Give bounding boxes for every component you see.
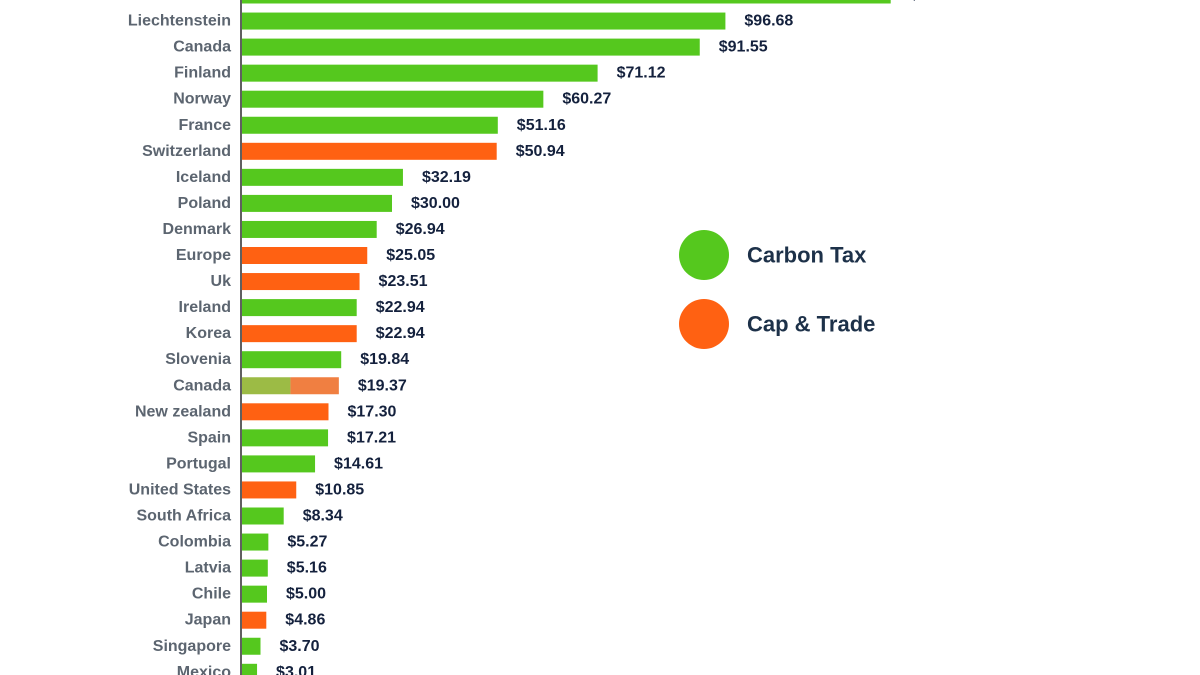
category-label: Uk [211, 273, 232, 290]
value-label: $17.21 [347, 429, 396, 446]
legend: Carbon Tax Cap & Trade [679, 230, 875, 349]
bar [242, 637, 261, 655]
legend-label: Cap & Trade [747, 312, 875, 337]
category-label: France [179, 117, 232, 134]
bar [242, 585, 267, 603]
category-label: Switzerland [142, 143, 231, 160]
category-label: Latvia [185, 560, 231, 577]
bar [242, 247, 368, 264]
value-label: $17.30 [348, 403, 397, 420]
bar [242, 481, 297, 499]
category-label: Canada [173, 377, 231, 394]
bar [242, 611, 267, 629]
bar [242, 90, 544, 108]
bar [242, 142, 497, 160]
value-label: $32.19 [422, 169, 471, 186]
category-label: Liechtenstein [128, 13, 231, 30]
category-label: Norway [173, 91, 231, 108]
category-label: Slovenia [165, 351, 231, 368]
value-label: $14.61 [334, 455, 383, 472]
value-label: $5.00 [286, 586, 326, 603]
value-label: $5.16 [287, 560, 327, 577]
category-label: Japan [185, 612, 231, 629]
bar [242, 403, 329, 421]
bar [242, 507, 284, 525]
value-label: $3.01 [276, 664, 316, 675]
value-label: $96.68 [744, 13, 793, 30]
category-label: Ireland [179, 299, 231, 316]
category-label: South Africa [136, 508, 231, 525]
category-label: Denmark [163, 221, 232, 238]
value-label: $50.94 [516, 143, 565, 160]
value-label: $91.55 [719, 39, 768, 56]
category-label: Iceland [176, 169, 231, 186]
bar [242, 0, 891, 4]
bar [242, 38, 700, 56]
category-label: Sweden [171, 0, 231, 4]
category-label: New zealand [135, 403, 231, 420]
value-label: $30.00 [411, 195, 460, 212]
category-label: United States [129, 481, 231, 498]
category-label: Korea [186, 325, 231, 342]
value-label: $26.94 [396, 221, 445, 238]
bar [242, 533, 269, 551]
legend-swatch [679, 299, 729, 349]
bar [242, 12, 726, 30]
bar [242, 220, 377, 238]
bar [242, 168, 403, 186]
value-label: $5.27 [287, 534, 327, 551]
bars-group: Sweden $129.74 Liechtenstein $96.68 Canada $9… [128, 0, 968, 675]
bar [242, 194, 392, 212]
value-label: $4.86 [285, 612, 325, 629]
bar [242, 663, 258, 675]
legend-label: Carbon Tax [747, 243, 867, 268]
value-label: $8.34 [303, 508, 343, 525]
bar [242, 559, 268, 577]
category-label: Spain [187, 429, 231, 446]
bar [242, 116, 498, 134]
bar [242, 351, 342, 369]
bar-segment-carbon-tax [242, 377, 291, 395]
category-label: Portugal [166, 455, 231, 472]
bar [242, 455, 316, 473]
category-label: Europe [176, 247, 231, 264]
bar [242, 299, 357, 317]
bar-segment-cap-and-trade [290, 377, 339, 395]
value-label: $10.85 [315, 481, 364, 498]
category-label: Colombia [158, 534, 231, 551]
bar [242, 429, 329, 447]
bar [242, 64, 598, 82]
value-label: $23.51 [379, 273, 428, 290]
value-label: $25.05 [386, 247, 435, 264]
category-label: Chile [192, 586, 231, 603]
category-label: Singapore [153, 638, 231, 655]
bar [242, 325, 357, 343]
category-label: Mexico [177, 664, 231, 675]
value-label: $22.94 [376, 299, 425, 316]
value-label: $129.74 [910, 0, 968, 4]
value-label: $19.84 [360, 351, 409, 368]
category-label: Canada [173, 39, 231, 56]
value-label: $71.12 [617, 65, 666, 82]
value-label: $51.16 [517, 117, 566, 134]
value-label: $19.37 [358, 377, 407, 394]
value-label: $3.70 [280, 638, 320, 655]
category-label: Poland [178, 195, 231, 212]
value-label: $22.94 [376, 325, 425, 342]
value-label: $60.27 [562, 91, 611, 108]
legend-swatch [679, 230, 729, 280]
bar [242, 273, 360, 291]
category-label: Finland [174, 65, 231, 82]
